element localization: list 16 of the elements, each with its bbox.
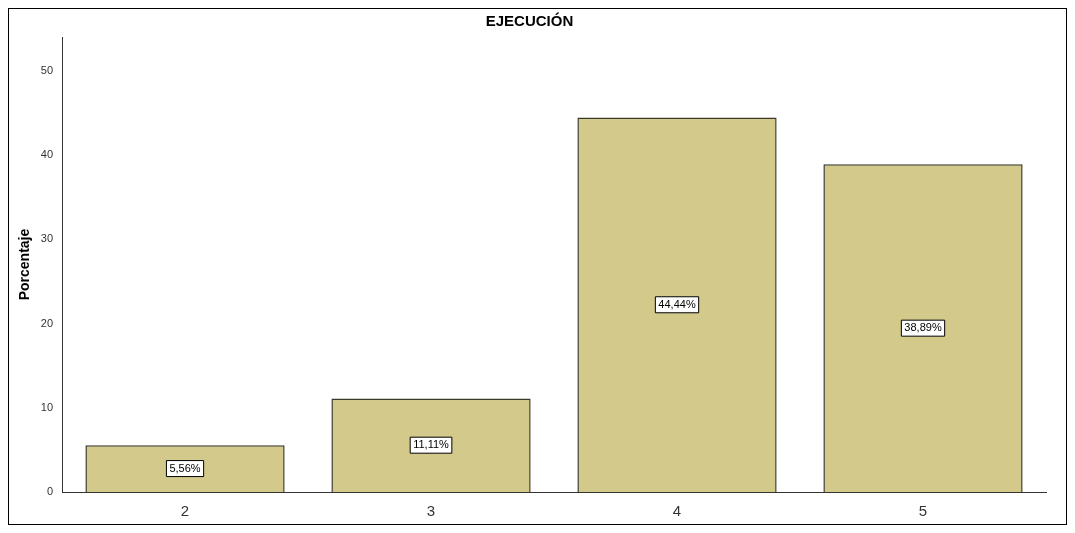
y-axis-title: Porcentaje: [16, 228, 33, 301]
x-tick-label: 4: [672, 502, 682, 520]
data-label: 44,44%: [658, 297, 696, 310]
y-tick-label: 10: [40, 400, 54, 413]
x-tick-label: 2: [180, 502, 190, 520]
y-tick-label: 40: [40, 147, 54, 160]
x-tick-label: 3: [426, 502, 436, 520]
data-label: 38,89%: [904, 321, 942, 334]
y-tick-label: 50: [40, 63, 54, 76]
chart-title: EJECUCIÓN: [485, 12, 574, 30]
data-label: 5,56%: [169, 461, 201, 474]
y-tick-label: 0: [46, 485, 54, 498]
data-label: 11,11%: [413, 438, 450, 451]
x-tick-label: 5: [918, 502, 928, 520]
y-tick-label: 20: [40, 316, 54, 329]
y-tick-label: 30: [40, 232, 54, 245]
